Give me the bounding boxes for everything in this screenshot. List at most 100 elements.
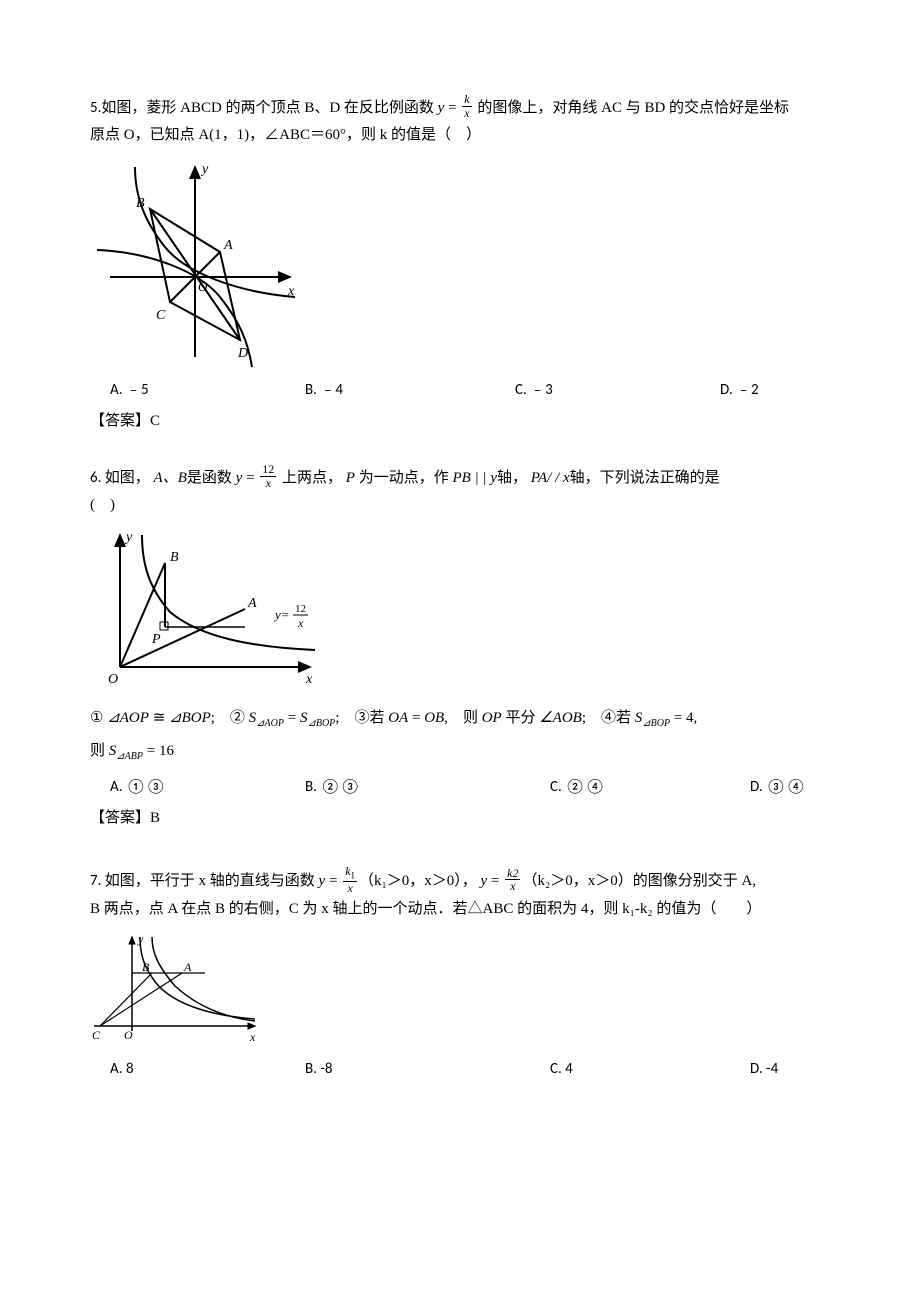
q6-option-B[interactable]: B. ②③ bbox=[305, 774, 550, 801]
q7-option-B[interactable]: B. -8 bbox=[305, 1056, 550, 1083]
q6-t2: 是函数 bbox=[187, 470, 236, 486]
q6-option-D[interactable]: D. ③④ bbox=[750, 774, 850, 801]
q7-options: A. 8 B. -8 C. 4 D. -4 bbox=[110, 1056, 830, 1083]
q6-option-A[interactable]: A. ①③ bbox=[110, 774, 305, 801]
q6-s3g: ; ④若 bbox=[582, 710, 635, 726]
q6-axistxt: 轴， bbox=[497, 470, 531, 486]
q7-option-C[interactable]: C. 4 bbox=[550, 1056, 750, 1083]
question-5: 5.如图，菱形 ABCD 的两个顶点 B、D 在反比例函数 y = kx 的图像… bbox=[90, 95, 830, 435]
q6-label-P: P bbox=[151, 632, 161, 647]
q6-label-y: y bbox=[124, 530, 133, 545]
q5-label-D: D bbox=[237, 346, 248, 361]
q6-s3eq: = bbox=[408, 710, 424, 726]
q6-par1: | | bbox=[471, 470, 491, 486]
q6-s3f: ∠AOB bbox=[539, 710, 582, 726]
q6-l2eq: = 16 bbox=[143, 743, 174, 759]
q6-s1d: ⊿BOP bbox=[169, 710, 211, 726]
q5-frac-num: k bbox=[462, 93, 471, 107]
q5-eq: = bbox=[444, 100, 460, 116]
q7-eq1: = bbox=[325, 873, 341, 889]
q5-text-2: 的图像上，对角线 AC 与 BD 的交点恰好是坐标 bbox=[474, 100, 789, 116]
q5-option-B[interactable]: B. ﹣4 bbox=[305, 377, 515, 404]
q7-k1den: x bbox=[343, 882, 357, 895]
q5-figure: x y A B C D O bbox=[90, 157, 830, 367]
q6-number: 6. bbox=[90, 469, 105, 487]
q7-option-D[interactable]: D. -4 bbox=[750, 1056, 850, 1083]
q7-k1num: k1 bbox=[343, 865, 357, 882]
q6-label-O: O bbox=[108, 672, 118, 687]
q5-svg: x y A B C D O bbox=[90, 157, 300, 367]
q7-k2den: x bbox=[505, 880, 520, 893]
q6-s3d: OP bbox=[482, 710, 502, 726]
q6-s1c: ≅ bbox=[149, 710, 169, 726]
q5-frac: kx bbox=[462, 93, 471, 119]
q7-svg: x y O A B C bbox=[90, 931, 265, 1046]
q7-frac2: k2x bbox=[505, 867, 520, 893]
q7-option-A[interactable]: A. 8 bbox=[110, 1056, 305, 1083]
q6-s2eq: = bbox=[284, 710, 300, 726]
q5-label-A: A bbox=[223, 238, 233, 253]
q7-eq2: = bbox=[487, 873, 503, 889]
q6-s2sub1: ⊿AOP bbox=[256, 718, 284, 729]
q7-frac1: k1x bbox=[343, 865, 357, 894]
q6-s1e: ; ② bbox=[211, 710, 249, 726]
q5-label-O: O bbox=[198, 279, 208, 294]
q6-t3: 上两点， bbox=[278, 470, 346, 486]
q6-svg: x y O B A P y= 12 x bbox=[90, 527, 325, 692]
q6-slash: / / x bbox=[547, 470, 570, 486]
q6-frac-den: x bbox=[260, 477, 276, 490]
q6-l2sub: ⊿ABP bbox=[116, 751, 143, 762]
q6-options: A. ①③ B. ②③ C. ②④ D. ③④ bbox=[110, 774, 830, 801]
q6-eq: = bbox=[242, 470, 258, 486]
q6-s2e: ; ③若 bbox=[335, 710, 388, 726]
q7-number: 7. bbox=[90, 872, 105, 890]
q6-s1a: ① bbox=[90, 710, 107, 726]
q6-paren: ( ) bbox=[90, 497, 115, 513]
q6-l2a: 则 bbox=[90, 743, 109, 759]
q5-option-C[interactable]: C. ﹣3 bbox=[515, 377, 720, 404]
q5-answer: 【答案】C bbox=[90, 408, 830, 435]
q6-P: P bbox=[346, 470, 355, 486]
q5-label-B: B bbox=[136, 196, 145, 211]
q6-s4eq: = 4, bbox=[670, 710, 697, 726]
q5-label-C: C bbox=[156, 308, 166, 323]
q7-cond2: （k₂＞0，x＞0）的图像分别交于 A, bbox=[522, 873, 756, 889]
q6-s3e: 平分 bbox=[502, 710, 540, 726]
q6-PA: PA bbox=[531, 470, 547, 486]
q6-func-den: x bbox=[297, 616, 304, 630]
q6-s3c: , 则 bbox=[444, 710, 482, 726]
q6-stem: 6. 如图， A、B是函数 y = 12x 上两点， P 为一动点，作 PB |… bbox=[90, 465, 830, 519]
q6-label-B: B bbox=[170, 550, 179, 565]
question-7: 7. 如图，平行于 x 轴的直线与函数 y = k1x（k₁＞0，x＞0）， y… bbox=[90, 867, 830, 1083]
q7-stem: 7. 如图，平行于 x 轴的直线与函数 y = k1x（k₁＞0，x＞0）， y… bbox=[90, 867, 830, 923]
q6-AB: A、B bbox=[154, 470, 187, 486]
q6-s2sub2: ⊿BOP bbox=[307, 718, 335, 729]
q7-figure: x y O A B C bbox=[90, 931, 830, 1046]
q6-func-num: 12 bbox=[295, 603, 306, 615]
q7-t1: 如图，平行于 x 轴的直线与函数 bbox=[105, 873, 319, 889]
q5-frac-den: x bbox=[462, 107, 471, 120]
q7-label-C: C bbox=[92, 1028, 101, 1042]
q6-s1b: ⊿AOP bbox=[107, 710, 149, 726]
q6-option-C[interactable]: C. ②④ bbox=[550, 774, 750, 801]
q5-option-A[interactable]: A. ﹣5 bbox=[110, 377, 305, 404]
q5-label-x: x bbox=[287, 284, 295, 299]
q6-func-y: y= bbox=[273, 607, 290, 622]
q6-t4: 为一动点，作 bbox=[355, 470, 453, 486]
q6-frac: 12x bbox=[260, 463, 276, 489]
q6-figure: x y O B A P y= 12 x bbox=[90, 527, 830, 692]
q6-s3b: OB bbox=[424, 710, 444, 726]
q6-t5: 轴，下列说法正确的是 bbox=[570, 470, 720, 486]
q7-label-x: x bbox=[249, 1030, 256, 1044]
q5-options: A. ﹣5 B. ﹣4 C. ﹣3 D. ﹣2 bbox=[110, 377, 830, 404]
q6-label-A: A bbox=[247, 596, 257, 611]
q5-option-D[interactable]: D. ﹣2 bbox=[720, 377, 840, 404]
q6-s3a: OA bbox=[388, 710, 408, 726]
q7-label-A: A bbox=[183, 960, 192, 974]
q5-text-3: 原点 O，已知点 A(1，1)，∠ABC＝60°，则 k 的值是（ ） bbox=[90, 127, 481, 143]
q5-number: 5. bbox=[90, 99, 101, 117]
q6-PB: PB bbox=[452, 470, 470, 486]
q6-frac-num: 12 bbox=[260, 463, 276, 477]
q5-stem: 5.如图，菱形 ABCD 的两个顶点 B、D 在反比例函数 y = kx 的图像… bbox=[90, 95, 830, 149]
q7-label-B: B bbox=[142, 960, 150, 974]
